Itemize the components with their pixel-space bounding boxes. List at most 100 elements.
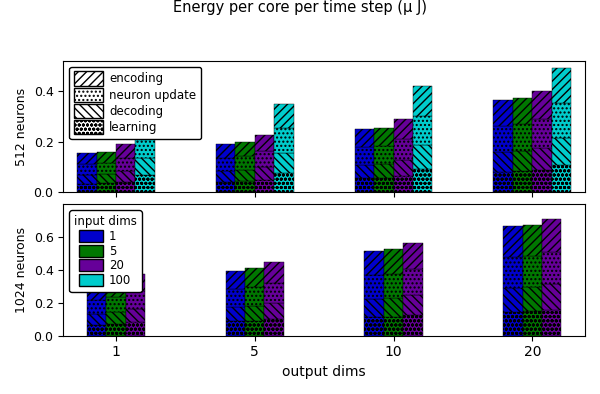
Bar bbox=[126, 309, 145, 322]
Bar bbox=[374, 178, 394, 192]
Bar bbox=[245, 287, 265, 306]
Bar bbox=[503, 227, 523, 257]
Bar bbox=[532, 119, 551, 148]
Bar bbox=[274, 173, 293, 192]
Y-axis label: 512 neurons: 512 neurons bbox=[15, 87, 28, 165]
Bar bbox=[97, 163, 116, 175]
Bar bbox=[87, 286, 106, 300]
Bar bbox=[394, 139, 413, 160]
Bar bbox=[265, 282, 284, 303]
Bar bbox=[116, 144, 136, 158]
Bar bbox=[255, 135, 274, 151]
Bar bbox=[542, 219, 562, 252]
Bar bbox=[403, 269, 422, 295]
Bar bbox=[374, 128, 394, 146]
Bar bbox=[513, 125, 532, 151]
Bar bbox=[87, 314, 106, 325]
Bar bbox=[235, 181, 255, 192]
Bar bbox=[532, 148, 551, 170]
Bar bbox=[523, 311, 542, 336]
Bar bbox=[216, 144, 235, 158]
Bar bbox=[274, 128, 293, 153]
Bar bbox=[413, 86, 433, 116]
Bar bbox=[523, 225, 542, 256]
Bar bbox=[126, 292, 145, 309]
Bar bbox=[355, 130, 374, 147]
Bar bbox=[551, 103, 571, 138]
Bar bbox=[413, 169, 433, 192]
Bar bbox=[364, 251, 384, 275]
Bar bbox=[384, 274, 403, 298]
Bar bbox=[503, 312, 523, 336]
Bar bbox=[106, 312, 126, 324]
Bar bbox=[374, 146, 394, 164]
Bar bbox=[413, 116, 433, 145]
Bar bbox=[265, 262, 284, 282]
Bar bbox=[513, 98, 532, 125]
Bar bbox=[542, 284, 562, 310]
Bar bbox=[493, 172, 513, 192]
Bar bbox=[226, 271, 245, 289]
Bar bbox=[265, 303, 284, 320]
Bar bbox=[235, 141, 255, 156]
Bar bbox=[551, 138, 571, 165]
Bar bbox=[542, 310, 562, 336]
Bar bbox=[245, 306, 265, 321]
Bar bbox=[216, 158, 235, 171]
Y-axis label: 1024 neurons: 1024 neurons bbox=[15, 227, 28, 313]
Bar bbox=[116, 182, 136, 192]
Bar bbox=[493, 126, 513, 152]
Bar bbox=[126, 274, 145, 292]
Bar bbox=[226, 289, 245, 307]
Bar bbox=[523, 256, 542, 287]
Bar bbox=[77, 164, 97, 175]
Bar bbox=[384, 317, 403, 336]
Bar bbox=[513, 171, 532, 192]
Bar bbox=[403, 315, 422, 336]
Bar bbox=[355, 178, 374, 192]
Bar bbox=[245, 321, 265, 336]
Bar bbox=[216, 182, 235, 192]
Bar bbox=[116, 158, 136, 171]
Bar bbox=[136, 114, 155, 136]
Bar bbox=[226, 322, 245, 336]
Bar bbox=[513, 151, 532, 171]
Bar bbox=[503, 288, 523, 312]
Bar bbox=[106, 324, 126, 336]
Bar bbox=[106, 297, 126, 312]
Bar bbox=[77, 184, 97, 192]
Bar bbox=[136, 158, 155, 175]
Bar bbox=[87, 300, 106, 314]
Bar bbox=[394, 119, 413, 139]
Bar bbox=[413, 145, 433, 169]
Bar bbox=[403, 295, 422, 315]
Bar bbox=[97, 152, 116, 163]
Bar bbox=[274, 153, 293, 173]
Bar bbox=[394, 176, 413, 192]
Bar bbox=[403, 243, 422, 269]
Bar bbox=[274, 104, 293, 128]
Bar bbox=[523, 287, 542, 311]
Bar bbox=[355, 147, 374, 165]
Bar bbox=[532, 170, 551, 192]
Bar bbox=[97, 175, 116, 183]
Bar bbox=[255, 151, 274, 167]
Bar bbox=[245, 268, 265, 287]
Bar bbox=[106, 282, 126, 297]
Legend: encoding, neuron update, decoding, learning: encoding, neuron update, decoding, learn… bbox=[69, 67, 201, 139]
Bar bbox=[384, 249, 403, 274]
Bar bbox=[255, 180, 274, 192]
Bar bbox=[136, 136, 155, 158]
Bar bbox=[265, 320, 284, 336]
Bar bbox=[384, 298, 403, 317]
Bar bbox=[77, 175, 97, 184]
Legend: 1, 5, 20, 100: 1, 5, 20, 100 bbox=[69, 210, 142, 292]
Bar bbox=[542, 252, 562, 284]
Bar bbox=[235, 156, 255, 170]
Bar bbox=[503, 257, 523, 288]
Bar bbox=[255, 167, 274, 180]
Bar bbox=[364, 317, 384, 336]
Bar bbox=[136, 175, 155, 192]
Bar bbox=[226, 307, 245, 322]
Bar bbox=[77, 153, 97, 164]
